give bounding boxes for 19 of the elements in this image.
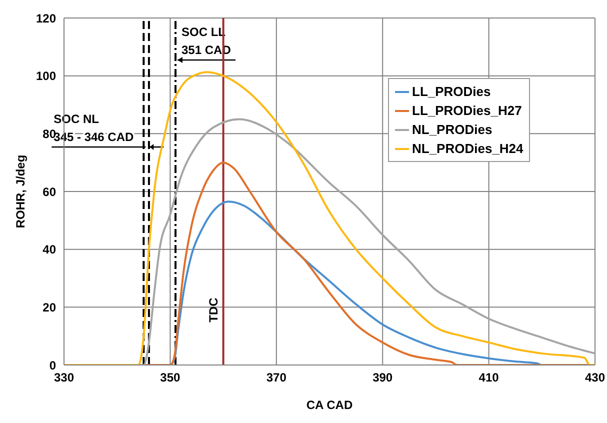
y-tick-label: 100 (36, 69, 56, 84)
legend-label: LL_PRODies_H27 (412, 102, 522, 120)
y-tick-label: 0 (49, 358, 56, 372)
legend-label: LL_PRODies (412, 83, 491, 101)
x-tick-label: 350 (160, 370, 181, 385)
ref-line-label: TDC (206, 297, 220, 322)
x-tick-label: 330 (54, 370, 74, 385)
y-tick-label: 20 (42, 300, 56, 314)
x-tick-label: 370 (266, 370, 287, 385)
x-tick-label: 430 (584, 370, 606, 385)
y-axis-title: ROHR, J/deg (13, 154, 28, 228)
y-tick-label: 60 (42, 184, 56, 199)
y-tick-label: 120 (36, 11, 56, 26)
x-tick-label: 390 (372, 370, 393, 385)
x-tick-label: 410 (478, 370, 500, 385)
y-tick-label: 40 (42, 242, 56, 257)
legend-label: NL_PRODies (412, 121, 492, 139)
legend-label: NL_PRODies_H24 (412, 140, 524, 158)
x-axis-title: CA CAD (306, 398, 353, 412)
